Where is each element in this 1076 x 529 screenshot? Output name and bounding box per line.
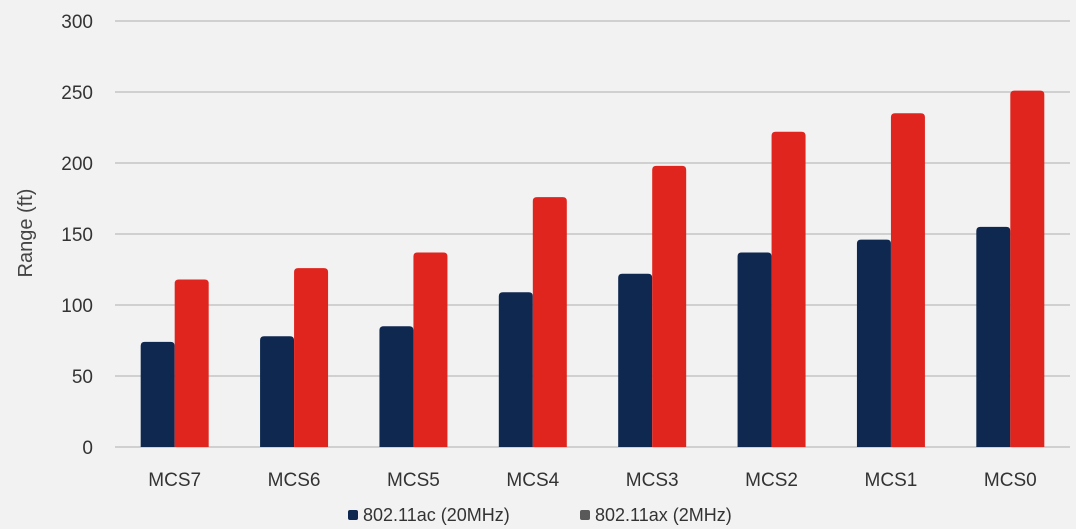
bar-802-11ac-mcs0 [976,226,1011,447]
y-tick-label: 200 [61,154,93,175]
bar-802-11ax-mcs6 [294,268,329,447]
bar-802-11ac-mcs4 [498,292,533,447]
legend-label-802-11ax: 802.11ax (2MHz) [595,505,732,525]
legend: 802.11ac (20MHz) 802.11ax (2MHz) [348,505,732,525]
x-tick-label: MCS2 [745,470,798,491]
bar-802-11ax-mcs2 [771,131,806,447]
x-axis-ticks: MCS7 MCS6 MCS5 MCS4 MCS3 MCS2 MCS1 MCS0 [148,470,1036,491]
gridlines [115,20,1070,448]
bar-802-11ac-mcs6 [260,336,295,447]
bar-802-11ax-mcs1 [890,113,925,448]
legend-swatch-802-11ac [348,510,358,520]
x-tick-label: MCS6 [268,470,321,491]
y-tick-label: 100 [61,296,93,317]
x-tick-label: MCS5 [387,470,440,491]
bar-802-11ac-mcs1 [856,239,891,447]
legend-swatch-802-11ax [580,510,590,520]
bar-802-11ac-mcs2 [737,252,772,447]
x-tick-label: MCS7 [148,470,201,491]
x-tick-label: MCS0 [984,470,1037,491]
y-tick-label: 250 [61,83,93,104]
bar-802-11ac-mcs5 [379,326,414,447]
bars [140,90,1045,448]
bar-802-11ac-mcs3 [618,273,653,447]
bar-802-11ax-mcs7 [174,279,209,447]
x-tick-label: MCS4 [506,470,559,491]
y-tick-label: 50 [72,367,93,388]
legend-label-802-11ac: 802.11ac (20MHz) [363,505,510,525]
x-tick-label: MCS1 [865,470,918,491]
bar-802-11ax-mcs4 [532,197,567,447]
bar-802-11ax-mcs0 [1010,90,1045,447]
x-tick-label: MCS3 [626,470,679,491]
y-tick-label: 150 [61,225,93,246]
y-tick-label: 0 [82,438,93,459]
y-axis-ticks: 0 50 100 150 200 250 300 [61,12,93,459]
y-tick-label: 300 [61,12,93,33]
bar-802-11ax-mcs5 [413,252,448,447]
bar-802-11ax-mcs3 [652,165,687,447]
bar-802-11ac-mcs7 [140,341,175,447]
y-axis-title: Range (ft) [15,189,37,278]
